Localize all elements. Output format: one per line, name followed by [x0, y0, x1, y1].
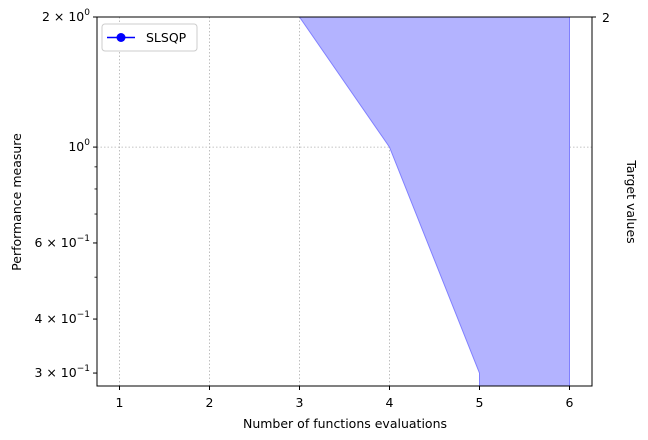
legend-marker: [116, 33, 126, 42]
y-tick-label-3: 4 × 10−1: [34, 310, 90, 326]
x-tick-label-5: 5: [476, 395, 484, 410]
x-tick-label-3: 3: [296, 395, 304, 410]
axes: [96, 16, 593, 387]
x-axis-ticks: 1 2 3 4 5 6: [116, 386, 574, 410]
y-axis-ticks: 2 × 100 100 6 × 10−1 4 × 10−1 3 × 10−1: [34, 8, 97, 380]
series-band-fill: [299, 17, 570, 386]
x-tick-label-4: 4: [386, 395, 394, 410]
legend: SLSQP: [101, 23, 198, 52]
y-tick-label-0: 2 × 100: [42, 8, 90, 24]
y2-axis-label: Target values: [624, 159, 639, 243]
y-tick-label-1: 100: [68, 138, 90, 154]
series-band: [299, 16, 570, 386]
x-axis-label: Number of functions evaluations: [243, 416, 447, 431]
x-tick-label-1: 1: [116, 395, 124, 410]
y2-tick-label-0: 2: [602, 10, 610, 25]
legend-frame: [101, 23, 198, 52]
y-tick-label-2: 6 × 10−1: [34, 234, 90, 250]
series-band-lower-edge: [299, 16, 480, 386]
x-tick-label-2: 2: [206, 395, 214, 410]
y-tick-label-4: 3 × 10−1: [34, 364, 90, 380]
plot-frame: [96, 16, 593, 387]
y-axis-label: Performance measure: [9, 133, 24, 271]
legend-entry-slsqp: SLSQP: [146, 30, 187, 45]
y2-axis-ticks: 2: [592, 10, 610, 25]
x-tick-label-6: 6: [566, 395, 574, 410]
